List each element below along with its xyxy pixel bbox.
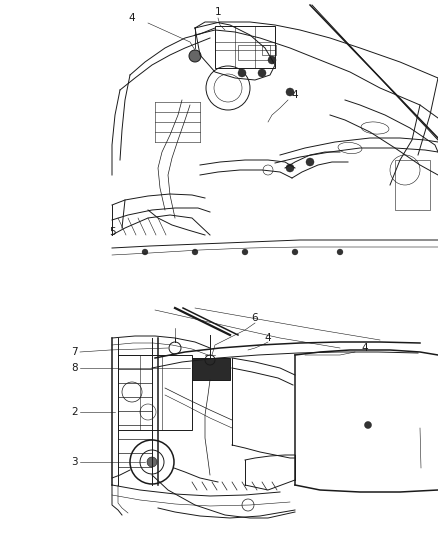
Circle shape [192,249,198,255]
Circle shape [189,50,201,62]
Circle shape [238,69,246,77]
Text: 4: 4 [362,343,368,353]
Text: 5: 5 [109,227,115,237]
Circle shape [268,56,276,64]
Text: 1: 1 [215,7,221,17]
Polygon shape [0,300,438,533]
Text: 6: 6 [252,313,258,323]
Text: 4: 4 [129,13,135,23]
Text: 4: 4 [292,90,298,100]
Circle shape [242,249,248,255]
Circle shape [364,422,371,429]
Text: 3: 3 [71,457,78,467]
Circle shape [292,249,298,255]
Text: 7: 7 [71,347,78,357]
Text: 2: 2 [71,407,78,417]
Circle shape [306,158,314,166]
Text: 4: 4 [265,333,271,343]
Polygon shape [0,0,438,270]
Polygon shape [0,270,438,300]
Circle shape [258,69,266,77]
Circle shape [337,249,343,255]
Text: 8: 8 [71,363,78,373]
Circle shape [286,88,294,96]
Circle shape [142,249,148,255]
FancyBboxPatch shape [192,358,230,380]
Circle shape [286,164,294,172]
Circle shape [147,457,157,467]
